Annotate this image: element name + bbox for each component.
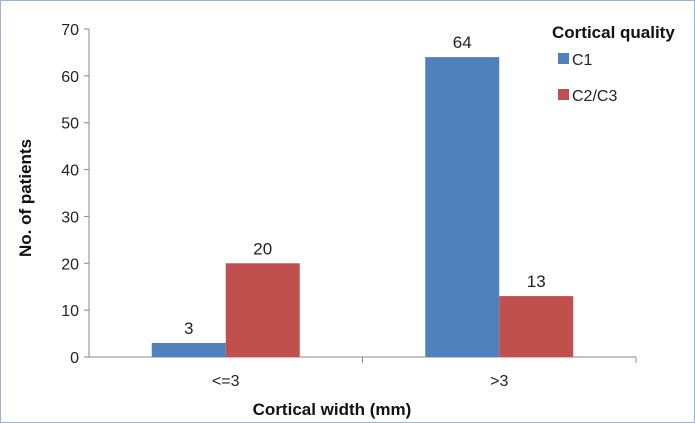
bar-c1-0 — [152, 343, 226, 357]
legend-title: Cortical quality — [552, 23, 675, 42]
bar-c1-1 — [425, 57, 499, 357]
bar-c2-c3-0 — [226, 263, 300, 357]
data-label: 3 — [184, 319, 193, 338]
data-label: 20 — [253, 239, 272, 258]
bar-c2-c3-1 — [499, 296, 573, 357]
y-tick-label: 40 — [61, 163, 79, 180]
data-label: 64 — [453, 33, 472, 52]
legend-swatch — [558, 53, 569, 64]
y-tick-label: 30 — [61, 209, 79, 226]
legend-label: C1 — [572, 52, 593, 69]
bars — [152, 57, 574, 357]
y-axis-title: No. of patients — [16, 139, 35, 257]
x-tick-label: >3 — [490, 373, 508, 390]
x-tick-label: <=3 — [212, 373, 240, 390]
legend: Cortical quality C1 C2/C3 — [552, 23, 675, 105]
y-tick-label: 60 — [61, 69, 79, 86]
legend-swatch — [558, 89, 569, 100]
legend-label: C2/C3 — [572, 88, 617, 105]
y-tick-label: 10 — [61, 303, 79, 320]
x-axis-title: Cortical width (mm) — [253, 400, 412, 419]
x-axis-ticks: <=3 >3 — [212, 357, 636, 390]
y-tick-label: 50 — [61, 116, 79, 133]
y-tick-label: 0 — [70, 350, 79, 367]
y-tick-label: 70 — [61, 22, 79, 39]
y-tick-label: 20 — [61, 256, 79, 273]
data-label: 13 — [527, 272, 546, 291]
y-axis-ticks: 0 10 20 30 40 50 60 70 — [61, 22, 89, 367]
